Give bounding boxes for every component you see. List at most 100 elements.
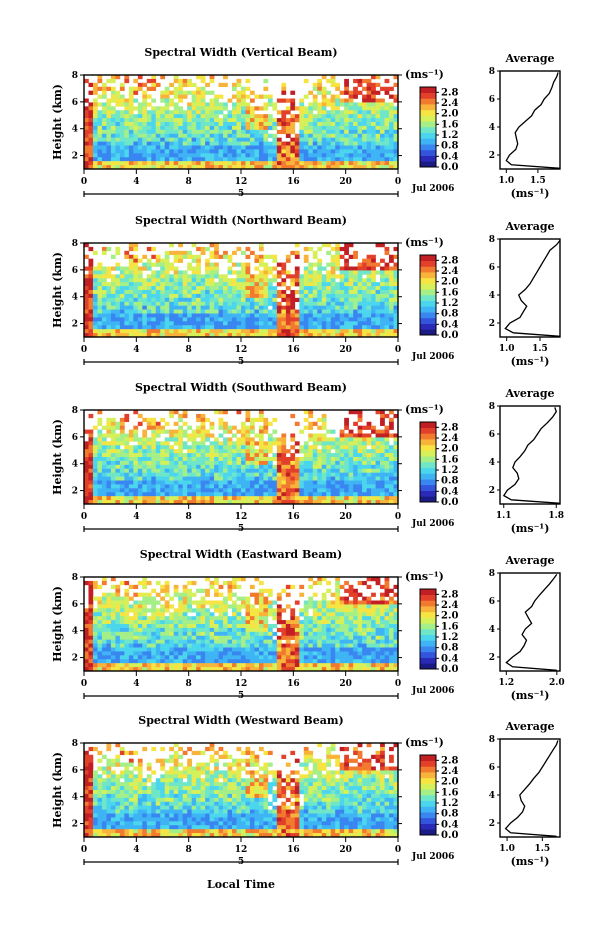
colorbar-band — [420, 496, 436, 503]
x-tick-label: 12 — [235, 845, 248, 855]
average-x-label: (ms⁻¹) — [511, 187, 550, 200]
panel-title: Spectral Width (Eastward Beam) — [140, 548, 342, 561]
y-tick-label: 6 — [72, 433, 78, 443]
x-tick-label: 20 — [339, 177, 352, 187]
average-x-tick-label: 1.0 — [499, 844, 515, 854]
date-label: Jul 2006 — [411, 184, 454, 194]
y-tick-label: 2 — [72, 487, 78, 497]
average-x-tick-label: 1.0 — [499, 344, 515, 354]
colorbar-tick-label: 1.6 — [441, 454, 458, 465]
average-x-tick-label: 2.0 — [549, 678, 565, 688]
colorbar-band — [420, 766, 436, 773]
colorbar-band — [420, 772, 436, 779]
x-tick-label: 8 — [186, 679, 192, 689]
average-y-tick-label: 8 — [489, 735, 495, 745]
y-axis-label: Height (km) — [51, 419, 64, 495]
y-tick-label: 4 — [72, 125, 78, 135]
colorbar-tick-label: 0.4 — [441, 486, 458, 497]
colorbar-band — [420, 277, 436, 284]
y-tick-label: 4 — [72, 460, 78, 470]
average-y-tick-label: 8 — [489, 235, 495, 245]
average-frame — [499, 738, 561, 838]
colorbar — [420, 87, 436, 168]
x-tick-label: 16 — [287, 177, 300, 187]
colorbar-band — [420, 115, 436, 122]
colorbar-band — [420, 651, 436, 658]
x-tick-label: 8 — [186, 512, 192, 522]
colorbar-band — [420, 600, 436, 607]
colorbar-tick-label: 0.8 — [441, 141, 458, 152]
x-tick-label: 0 — [395, 177, 401, 187]
colorbar-tick-label: 2.0 — [441, 444, 458, 455]
colorbar-band — [420, 812, 436, 819]
colorbar-tick-label: 1.6 — [441, 287, 458, 298]
x-tick-label: 0 — [395, 845, 401, 855]
colorbar-band — [420, 623, 436, 630]
heatmap-field — [84, 243, 399, 338]
colorbar-band — [420, 594, 436, 601]
x-tick-label: 4 — [133, 177, 139, 187]
colorbar-band — [420, 611, 436, 618]
colorbar-band — [420, 329, 436, 336]
colorbar-tick-label: 2.8 — [441, 87, 458, 98]
colorbar-tick-label: 1.2 — [441, 130, 458, 141]
colorbar-band — [420, 272, 436, 279]
colorbar-band — [420, 484, 436, 491]
colorbar-band — [420, 777, 436, 784]
colorbar-band — [420, 121, 436, 128]
colorbar-frame — [419, 588, 437, 670]
average-x-tick-label: 1.8 — [548, 511, 564, 521]
colorbar — [420, 422, 436, 503]
panel-title: Spectral Width (Vertical Beam) — [144, 46, 337, 59]
colorbar-band — [420, 663, 436, 670]
colorbar-band — [420, 829, 436, 836]
colorbar-frame — [419, 254, 437, 336]
colorbar-tick-label: 0.8 — [441, 643, 458, 654]
colorbar-tick-label: 1.2 — [441, 465, 458, 476]
average-x-tick-label: 1.2 — [498, 678, 514, 688]
colorbar-tick-label: 0.8 — [441, 809, 458, 820]
x-axis-label: Local Time — [207, 878, 275, 891]
colorbar-band — [420, 456, 436, 463]
colorbar-tick-label: 0.0 — [441, 664, 458, 675]
average-title: Average — [504, 52, 554, 65]
colorbar-band — [420, 795, 436, 802]
x-tick-label: 12 — [235, 177, 248, 187]
colorbar-tick-label: 2.4 — [441, 266, 458, 277]
colorbar-band — [420, 149, 436, 156]
average-profile-line — [504, 740, 559, 837]
colorbar-band — [420, 104, 436, 111]
colorbar-band — [420, 490, 436, 497]
colorbar-band — [420, 323, 436, 330]
x-tick-label: 8 — [186, 345, 192, 355]
colorbar-tick-label: 2.0 — [441, 777, 458, 788]
colorbar-frame — [419, 421, 437, 503]
x-tick-label: 20 — [339, 345, 352, 355]
colorbar-tick-label: 1.6 — [441, 787, 458, 798]
x-tick-label: 0 — [81, 679, 87, 689]
day-label: 5 — [238, 524, 244, 534]
average-x-tick-label: 1.0 — [498, 176, 514, 186]
colorbar-band — [420, 479, 436, 486]
colorbar-tick-label: 0.0 — [441, 497, 458, 508]
colorbar-band — [420, 634, 436, 641]
colorbar-tick-label: 2.0 — [441, 277, 458, 288]
colorbar-tick-label: 2.0 — [441, 611, 458, 622]
average-y-tick-label: 8 — [489, 67, 495, 77]
date-label: Jul 2006 — [411, 352, 454, 362]
date-label: Jul 2006 — [411, 686, 454, 696]
colorbar — [420, 589, 436, 670]
x-tick-label: 12 — [235, 345, 248, 355]
average-title: Average — [504, 220, 554, 233]
average-y-tick-label: 8 — [489, 402, 495, 412]
colorbar — [420, 255, 436, 336]
average-profile-line — [502, 407, 561, 504]
colorbar-band — [420, 789, 436, 796]
colorbar-band — [420, 127, 436, 134]
heatmap-field — [84, 577, 399, 672]
colorbar-band — [420, 462, 436, 469]
x-tick-label: 0 — [81, 345, 87, 355]
colorbar-tick-label: 2.8 — [441, 589, 458, 600]
heatmap-field — [84, 75, 399, 170]
average-y-tick-label: 4 — [489, 791, 495, 801]
